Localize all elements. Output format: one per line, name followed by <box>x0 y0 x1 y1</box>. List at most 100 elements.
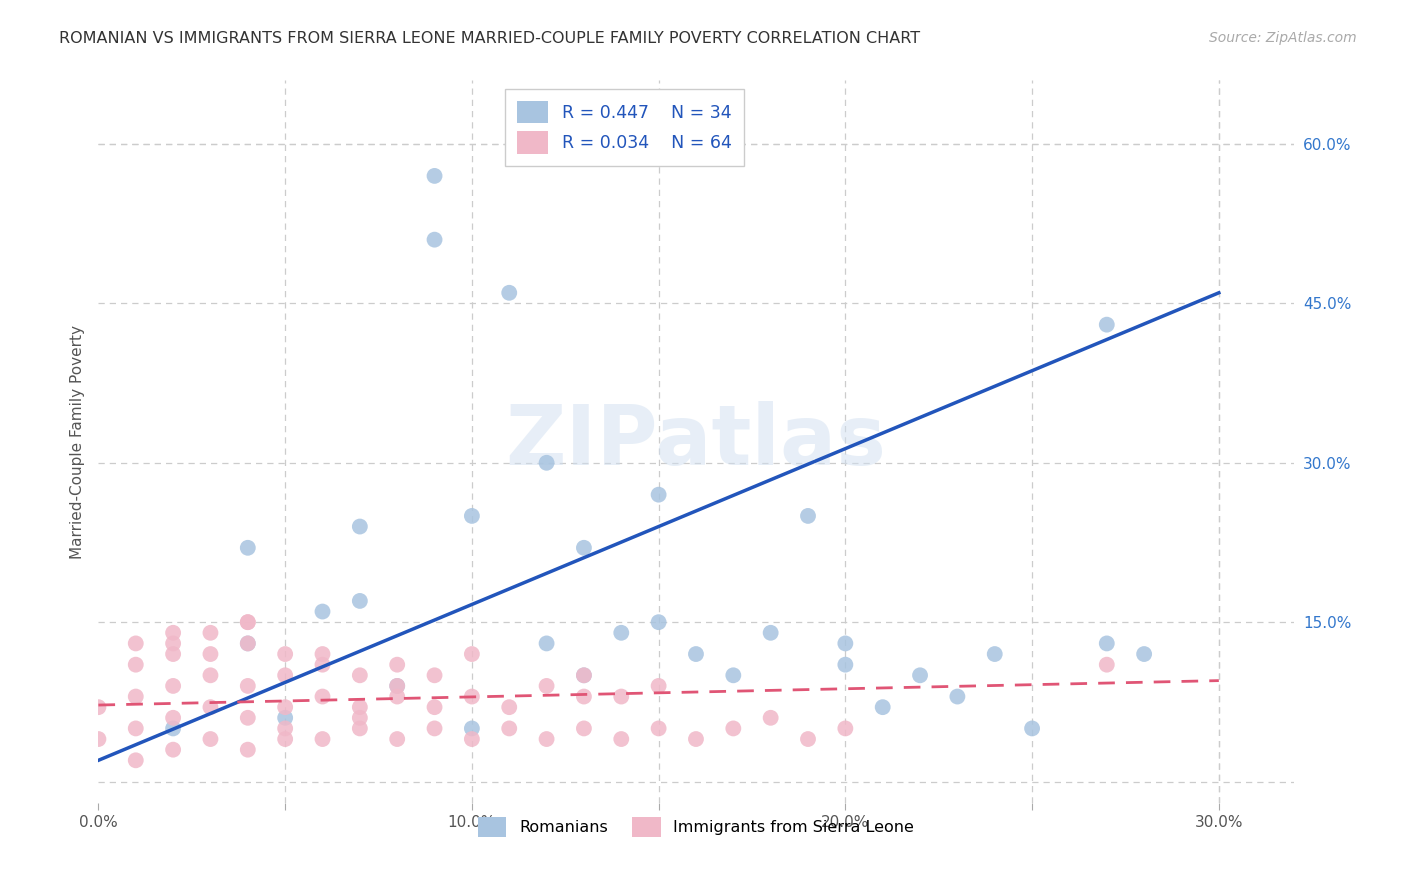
Point <box>647 615 669 630</box>
Point <box>162 679 184 693</box>
Point <box>236 615 259 630</box>
Text: ROMANIAN VS IMMIGRANTS FROM SIERRA LEONE MARRIED-COUPLE FAMILY POVERTY CORRELATI: ROMANIAN VS IMMIGRANTS FROM SIERRA LEONE… <box>59 31 920 46</box>
Point <box>723 722 745 736</box>
Point <box>162 647 184 661</box>
Point <box>461 732 484 747</box>
Point <box>236 636 259 650</box>
Point <box>610 690 633 704</box>
Point <box>236 636 259 650</box>
Text: Source: ZipAtlas.com: Source: ZipAtlas.com <box>1209 31 1357 45</box>
Point <box>723 668 745 682</box>
Text: ZIPatlas: ZIPatlas <box>506 401 886 482</box>
Point <box>274 732 297 747</box>
Point <box>872 700 894 714</box>
Point <box>87 700 110 714</box>
Point <box>162 636 184 650</box>
Point <box>423 233 446 247</box>
Point <box>423 700 446 714</box>
Point <box>349 722 371 736</box>
Point <box>125 690 148 704</box>
Point <box>834 636 856 650</box>
Point <box>498 722 520 736</box>
Point <box>162 722 184 736</box>
Point <box>274 647 297 661</box>
Point <box>349 519 371 533</box>
Point <box>349 700 371 714</box>
Point <box>1133 647 1156 661</box>
Point <box>461 722 484 736</box>
Point <box>1095 636 1118 650</box>
Point <box>461 690 484 704</box>
Point <box>125 636 148 650</box>
Point <box>1095 657 1118 672</box>
Point <box>984 647 1007 661</box>
Point <box>797 732 820 747</box>
Point <box>946 690 969 704</box>
Point <box>311 657 333 672</box>
Point <box>610 732 633 747</box>
Point <box>311 732 333 747</box>
Point <box>461 647 484 661</box>
Point <box>236 541 259 555</box>
Point <box>200 647 222 661</box>
Point <box>200 668 222 682</box>
Point <box>536 679 558 693</box>
Point <box>685 647 707 661</box>
Point <box>385 679 409 693</box>
Point <box>423 169 446 183</box>
Point <box>647 722 669 736</box>
Point <box>125 722 148 736</box>
Point <box>572 541 595 555</box>
Point <box>349 711 371 725</box>
Point <box>572 690 595 704</box>
Point <box>1095 318 1118 332</box>
Point <box>274 700 297 714</box>
Point <box>236 615 259 630</box>
Point <box>349 668 371 682</box>
Point <box>274 711 297 725</box>
Point <box>236 742 259 756</box>
Legend: R = 0.447    N = 34, R = 0.034    N = 64: R = 0.447 N = 34, R = 0.034 N = 64 <box>505 89 744 166</box>
Point <box>685 732 707 747</box>
Point <box>125 657 148 672</box>
Point <box>274 722 297 736</box>
Y-axis label: Married-Couple Family Poverty: Married-Couple Family Poverty <box>69 325 84 558</box>
Point <box>1021 722 1043 736</box>
Point <box>536 732 558 747</box>
Point <box>236 711 259 725</box>
Point <box>200 700 222 714</box>
Point <box>385 690 409 704</box>
Point <box>423 668 446 682</box>
Point <box>536 456 558 470</box>
Point <box>162 625 184 640</box>
Point <box>125 753 148 767</box>
Point <box>349 594 371 608</box>
Point <box>498 285 520 300</box>
Point <box>759 711 782 725</box>
Point <box>385 679 409 693</box>
Point <box>311 605 333 619</box>
Point <box>797 508 820 523</box>
Point <box>87 732 110 747</box>
Point <box>385 657 409 672</box>
Point <box>162 742 184 756</box>
Point <box>572 668 595 682</box>
Point <box>236 679 259 693</box>
Point <box>200 625 222 640</box>
Point <box>423 722 446 736</box>
Point <box>908 668 931 682</box>
Point <box>498 700 520 714</box>
Point <box>311 690 333 704</box>
Point <box>274 668 297 682</box>
Point <box>834 657 856 672</box>
Point <box>461 508 484 523</box>
Point <box>572 722 595 736</box>
Point <box>200 732 222 747</box>
Point <box>647 679 669 693</box>
Point <box>610 625 633 640</box>
Point <box>311 647 333 661</box>
Point <box>536 636 558 650</box>
Point <box>385 732 409 747</box>
Point <box>572 668 595 682</box>
Point <box>647 488 669 502</box>
